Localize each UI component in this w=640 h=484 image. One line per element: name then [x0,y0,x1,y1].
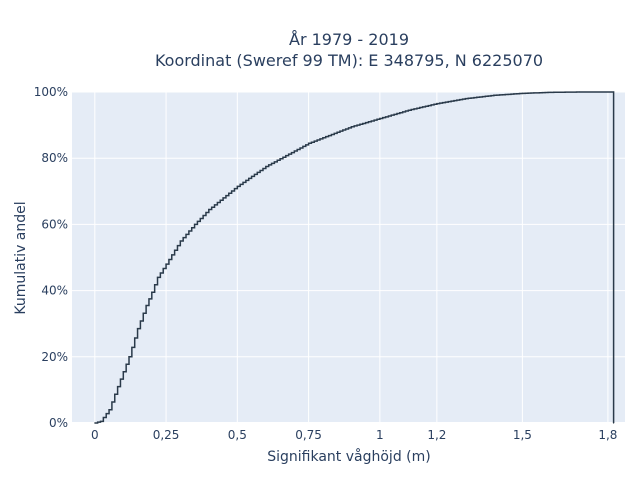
data-point [179,240,181,242]
tick-labels: 0 0,25 0,5 0,75 1 1,2 1,5 1,8 0% 20% 40% 60% 80% 100% [34,85,618,442]
data-point [117,385,119,388]
data-point [379,117,381,120]
x-tick-label: 1,2 [427,428,446,442]
data-point [521,92,523,94]
y-tick-label: 0% [49,416,68,430]
data-point [122,371,124,373]
data-point [136,328,139,330]
x-tick-label: 0,25 [153,428,180,442]
y-tick-label: 20% [41,350,68,364]
grid-layer [72,91,625,424]
y-tick-label: 40% [41,284,68,298]
data-point [236,185,238,187]
y-tick-label: 60% [41,217,68,231]
chart-title-line1: År 1979 - 2019 [289,30,409,49]
data-point [265,165,267,168]
x-tick-label: 1,8 [598,428,617,442]
data-point [612,91,615,93]
y-tick-label: 80% [41,151,68,165]
chart-title-line2: Koordinat (Sweref 99 TM): E 348795, N 62… [155,51,543,70]
data-point [578,91,580,93]
data-point [493,94,495,96]
data-point [350,126,352,128]
x-tick-label: 1 [376,428,384,442]
x-tick-label: 0,75 [295,428,322,442]
data-point [165,263,167,265]
x-axis-label: Signifikant våghöjd (m) [267,448,430,465]
data-point [612,422,615,424]
plot-background [72,92,625,423]
data-point [108,409,110,411]
data-point [151,291,153,293]
data-point [307,142,310,144]
cdf-line [94,91,615,424]
data-point [94,422,96,424]
data-point [208,208,210,211]
y-axis-label: Kumulativ andel [13,201,29,314]
data-point [156,276,159,278]
data-point [436,102,438,105]
data-point [193,223,196,225]
series-layer [94,91,615,424]
y-tick-label: 100% [34,85,68,99]
data-point [407,109,409,111]
data-point [128,356,130,358]
data-point [99,420,102,422]
data-point [464,98,466,100]
x-tick-label: 1,5 [513,428,532,442]
data-point [145,304,147,307]
x-tick-label: 0 [91,428,99,442]
x-tick-label: 0,5 [228,428,247,442]
data-point [550,91,552,93]
